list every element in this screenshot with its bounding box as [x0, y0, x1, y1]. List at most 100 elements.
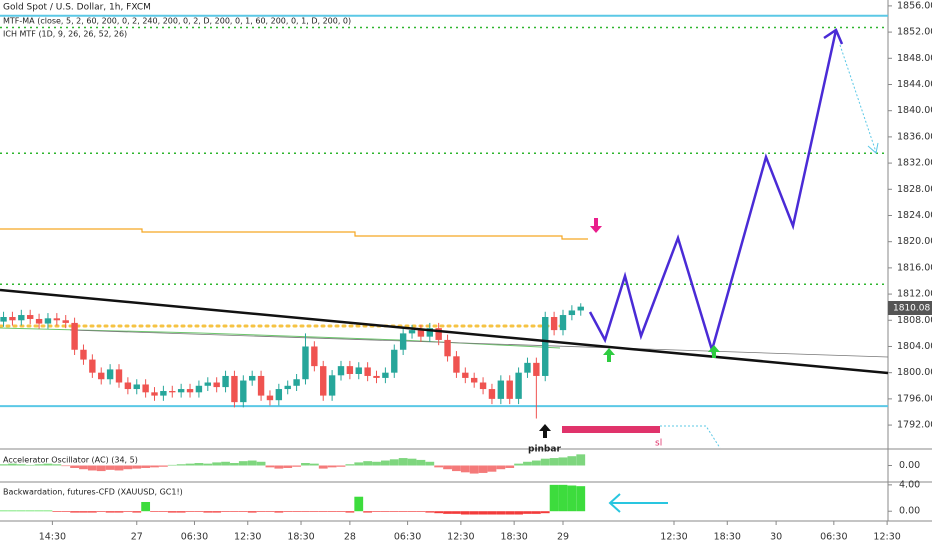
histogram-bar: [230, 463, 239, 466]
price-tag-label: 1810.08: [893, 304, 930, 314]
histogram-bar: [292, 511, 301, 512]
histogram-bar: [283, 511, 293, 512]
histogram-bar: [540, 511, 550, 514]
histogram-bar: [425, 511, 435, 513]
histogram-bar: [380, 460, 390, 466]
candle-body: [524, 362, 531, 373]
histogram-bar: [8, 463, 17, 466]
histogram-bar: [514, 511, 523, 515]
histogram-bar: [354, 496, 364, 512]
candle-body: [248, 375, 256, 381]
histogram-bar: [274, 511, 284, 513]
candle-body: [177, 389, 185, 393]
histogram-bar: [327, 465, 337, 468]
histogram-bar: [345, 511, 355, 513]
up-arrow: [539, 424, 551, 438]
moving-average: [0, 327, 561, 349]
histogram-bar: [256, 511, 266, 512]
histogram-bar: [265, 465, 275, 468]
candle-body: [204, 382, 211, 386]
candle-body: [9, 317, 16, 321]
histogram-bar: [318, 511, 328, 512]
y-tick-label: 1856.00: [897, 0, 932, 11]
candle-body: [44, 318, 52, 324]
candle-body: [355, 367, 362, 374]
histogram-bar: [96, 511, 106, 512]
y-tick-label: 1796.00: [897, 393, 932, 404]
trend-line: [0, 288, 889, 375]
candle-body: [346, 366, 354, 374]
candle-body: [373, 375, 380, 378]
histogram-bar: [425, 461, 435, 466]
histogram-bar: [79, 511, 88, 513]
candle-body: [444, 339, 451, 357]
histogram-bar: [505, 465, 515, 468]
candle-body: [568, 310, 576, 316]
candle-body: [417, 330, 425, 337]
histogram-bar: [576, 486, 586, 512]
candle-body: [240, 380, 247, 403]
histogram-bar: [8, 510, 17, 512]
histogram-bar: [327, 511, 337, 512]
histogram-bar: [70, 511, 79, 513]
histogram-bar: [372, 511, 381, 512]
up-arrow: [603, 348, 615, 362]
y-tick-label: 1808.00: [897, 315, 932, 326]
candle-body: [80, 349, 87, 360]
y-tick-label: 1820.00: [897, 236, 932, 247]
drawings: pinbar sl Gold Spot / U.S. Dollar, 1h, F…: [0, 3, 932, 513]
candle-body: [195, 385, 203, 393]
candle-body: [35, 318, 43, 324]
histogram-bar: [87, 465, 97, 471]
candle-body: [337, 366, 345, 376]
candle-body: [142, 384, 149, 393]
histogram-bar: [87, 511, 97, 513]
histogram-bar: [452, 465, 461, 472]
candle-body: [302, 346, 309, 380]
y-tick-label: 1832.00: [897, 158, 932, 169]
histogram-bar: [301, 463, 310, 466]
x-tick-label: 18:30: [500, 532, 527, 543]
candle-body: [533, 362, 540, 376]
histogram-bar: [398, 458, 408, 466]
x-tick-label: 12:30: [234, 532, 261, 543]
x-tick-label: 18:30: [287, 532, 314, 543]
y-tick-label: 1824.00: [897, 210, 932, 221]
histogram-bar: [274, 465, 284, 469]
y-tick-label: 1812.00: [897, 289, 932, 300]
candle-body: [275, 389, 283, 401]
candle-body: [399, 333, 407, 350]
candle-body: [311, 346, 318, 367]
y-tick-label: 1836.00: [897, 131, 932, 142]
histogram-bar: [158, 465, 168, 467]
histogram-bar: [34, 510, 44, 512]
histogram-bar: [558, 484, 568, 512]
y-tick-label: 1800.00: [897, 367, 932, 378]
candle-body: [26, 315, 34, 319]
candle-body: [71, 322, 78, 350]
candle-body: [328, 375, 336, 396]
histogram-bar: [478, 511, 488, 515]
histogram-bar: [469, 465, 479, 474]
histogram-bar: [567, 485, 577, 512]
candle-body: [426, 328, 433, 337]
histogram-bar: [0, 464, 8, 466]
histogram-bar: [123, 511, 133, 512]
candle-body: [453, 356, 460, 373]
histogram-bar: [150, 511, 159, 512]
y-tick-label: 1840.00: [897, 105, 932, 116]
histogram-bar: [123, 465, 133, 470]
histogram-bar: [230, 511, 239, 512]
annotation: pinbar: [528, 445, 561, 455]
x-tick-label: 12:30: [873, 532, 900, 543]
histogram-bar: [576, 454, 586, 466]
histogram-bar: [194, 511, 204, 512]
histogram-bar: [114, 465, 124, 471]
histogram-bar: [16, 464, 26, 466]
candle-body: [124, 382, 132, 390]
histogram-bar: [345, 464, 355, 466]
x-tick-label: 06:30: [181, 532, 208, 543]
histogram-bar: [416, 511, 426, 512]
dotted-path: [660, 425, 721, 449]
